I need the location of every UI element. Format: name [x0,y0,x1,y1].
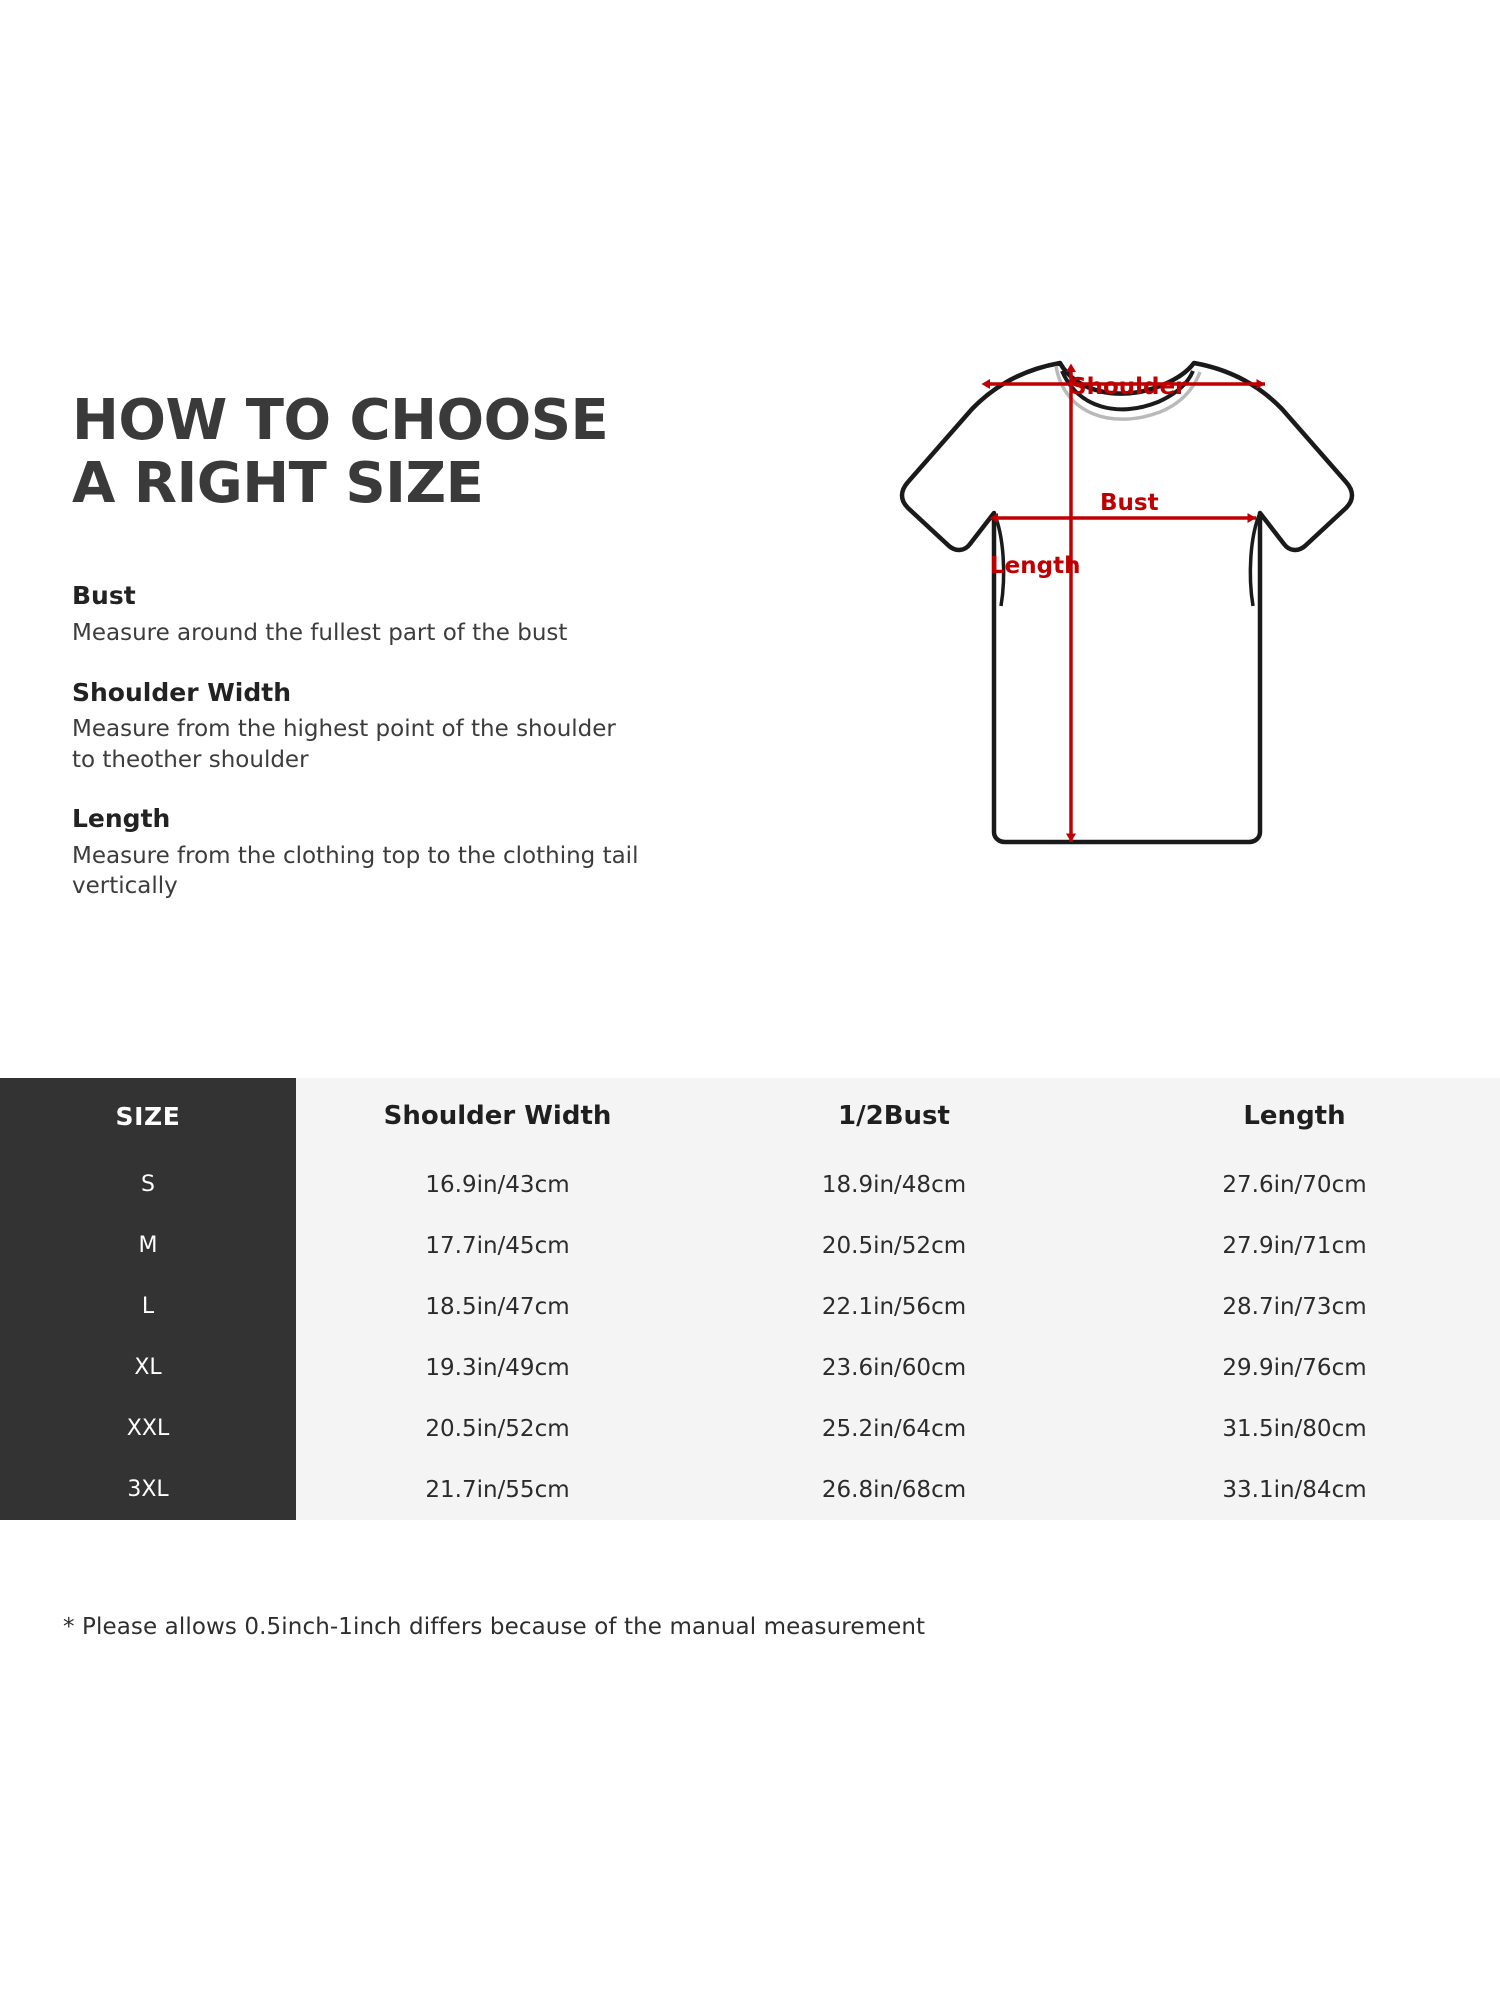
measurement-info-column: HOW TO CHOOSE A RIGHT SIZE Bust Measure … [72,388,692,928]
column-header-length: Length [1089,1078,1500,1154]
cell-length: 31.5in/80cm [1089,1398,1500,1459]
cell-shoulder: 17.7in/45cm [296,1215,699,1276]
cell-bust: 25.2in/64cm [699,1398,1089,1459]
table-row: L 18.5in/47cm 22.1in/56cm 28.7in/73cm [0,1276,1500,1337]
definition-description: Measure from the highest point of the sh… [72,716,616,773]
definition-description: Measure from the clothing top to the clo… [72,842,639,900]
shoulder-label: Shoulder [1070,374,1187,400]
column-header-shoulder-width: Shoulder Width [296,1078,699,1154]
tshirt-outline [899,360,1355,845]
table-row: XL 19.3in/49cm 23.6in/60cm 29.9in/76cm [0,1337,1500,1398]
cell-shoulder: 19.3in/49cm [296,1337,699,1398]
cell-length: 33.1in/84cm [1089,1459,1500,1520]
cell-size: M [0,1215,296,1276]
cell-length: 27.6in/70cm [1089,1154,1500,1215]
table-header-row: SIZE Shoulder Width 1/2Bust Length [0,1078,1500,1154]
size-table-head: SIZE Shoulder Width 1/2Bust Length [0,1078,1500,1154]
definition-term: Shoulder Width [72,677,292,707]
definition-bust: Bust Measure around the fullest part of … [72,579,692,648]
cell-bust: 26.8in/68cm [699,1459,1089,1520]
cell-bust: 18.9in/48cm [699,1154,1089,1215]
cell-size: S [0,1154,296,1215]
tshirt-illustration: Shoulder Bust Length [899,360,1355,845]
cell-bust: 20.5in/52cm [699,1215,1089,1276]
cell-shoulder: 20.5in/52cm [296,1398,699,1459]
guide-section: HOW TO CHOOSE A RIGHT SIZE Bust Measure … [0,330,1500,1070]
length-label: Length [990,553,1080,579]
cell-length: 29.9in/76cm [1089,1337,1500,1398]
cell-bust: 23.6in/60cm [699,1337,1089,1398]
table-row: M 17.7in/45cm 20.5in/52cm 27.9in/71cm [0,1215,1500,1276]
table-row: XXL 20.5in/52cm 25.2in/64cm 31.5in/80cm [0,1398,1500,1459]
page-title-line-1: HOW TO CHOOSE [72,388,609,453]
cell-length: 27.9in/71cm [1089,1215,1500,1276]
definition-term: Bust [72,581,136,611]
page-title: HOW TO CHOOSE A RIGHT SIZE [72,388,692,516]
cell-shoulder: 16.9in/43cm [296,1154,699,1215]
column-header-half-bust: 1/2Bust [699,1078,1089,1154]
measurement-definitions: Bust Measure around the fullest part of … [72,579,692,901]
cell-length: 28.7in/73cm [1089,1276,1500,1337]
definition-term: Length [72,804,171,834]
page-title-line-2: A RIGHT SIZE [72,450,484,516]
size-table-wrapper: SIZE Shoulder Width 1/2Bust Length S 16.… [0,1078,1500,1578]
definition-length: Length Measure from the clothing top to … [72,802,692,901]
cell-shoulder: 18.5in/47cm [296,1276,699,1337]
measurement-disclaimer: * Please allows 0.5inch-1inch differs be… [63,1614,926,1640]
cell-size: XL [0,1337,296,1398]
definition-description: Measure around the fullest part of the b… [72,620,568,647]
bust-label: Bust [1100,490,1159,516]
size-table: SIZE Shoulder Width 1/2Bust Length S 16.… [0,1078,1500,1520]
table-row: S 16.9in/43cm 18.9in/48cm 27.6in/70cm [0,1154,1500,1215]
column-header-size: SIZE [0,1078,296,1154]
cell-size: XXL [0,1398,296,1459]
definition-shoulder-width: Shoulder Width Measure from the highest … [72,676,692,775]
sleeve-seam-right [1248,512,1262,607]
table-row: 3XL 21.7in/55cm 26.8in/68cm 33.1in/84cm [0,1459,1500,1520]
cell-size: L [0,1276,296,1337]
size-table-body: S 16.9in/43cm 18.9in/48cm 27.6in/70cm M … [0,1154,1500,1520]
cell-shoulder: 21.7in/55cm [296,1459,699,1520]
cell-size: 3XL [0,1459,296,1520]
cell-bust: 22.1in/56cm [699,1276,1089,1337]
tshirt-diagram: Shoulder Bust Length [760,330,1400,990]
